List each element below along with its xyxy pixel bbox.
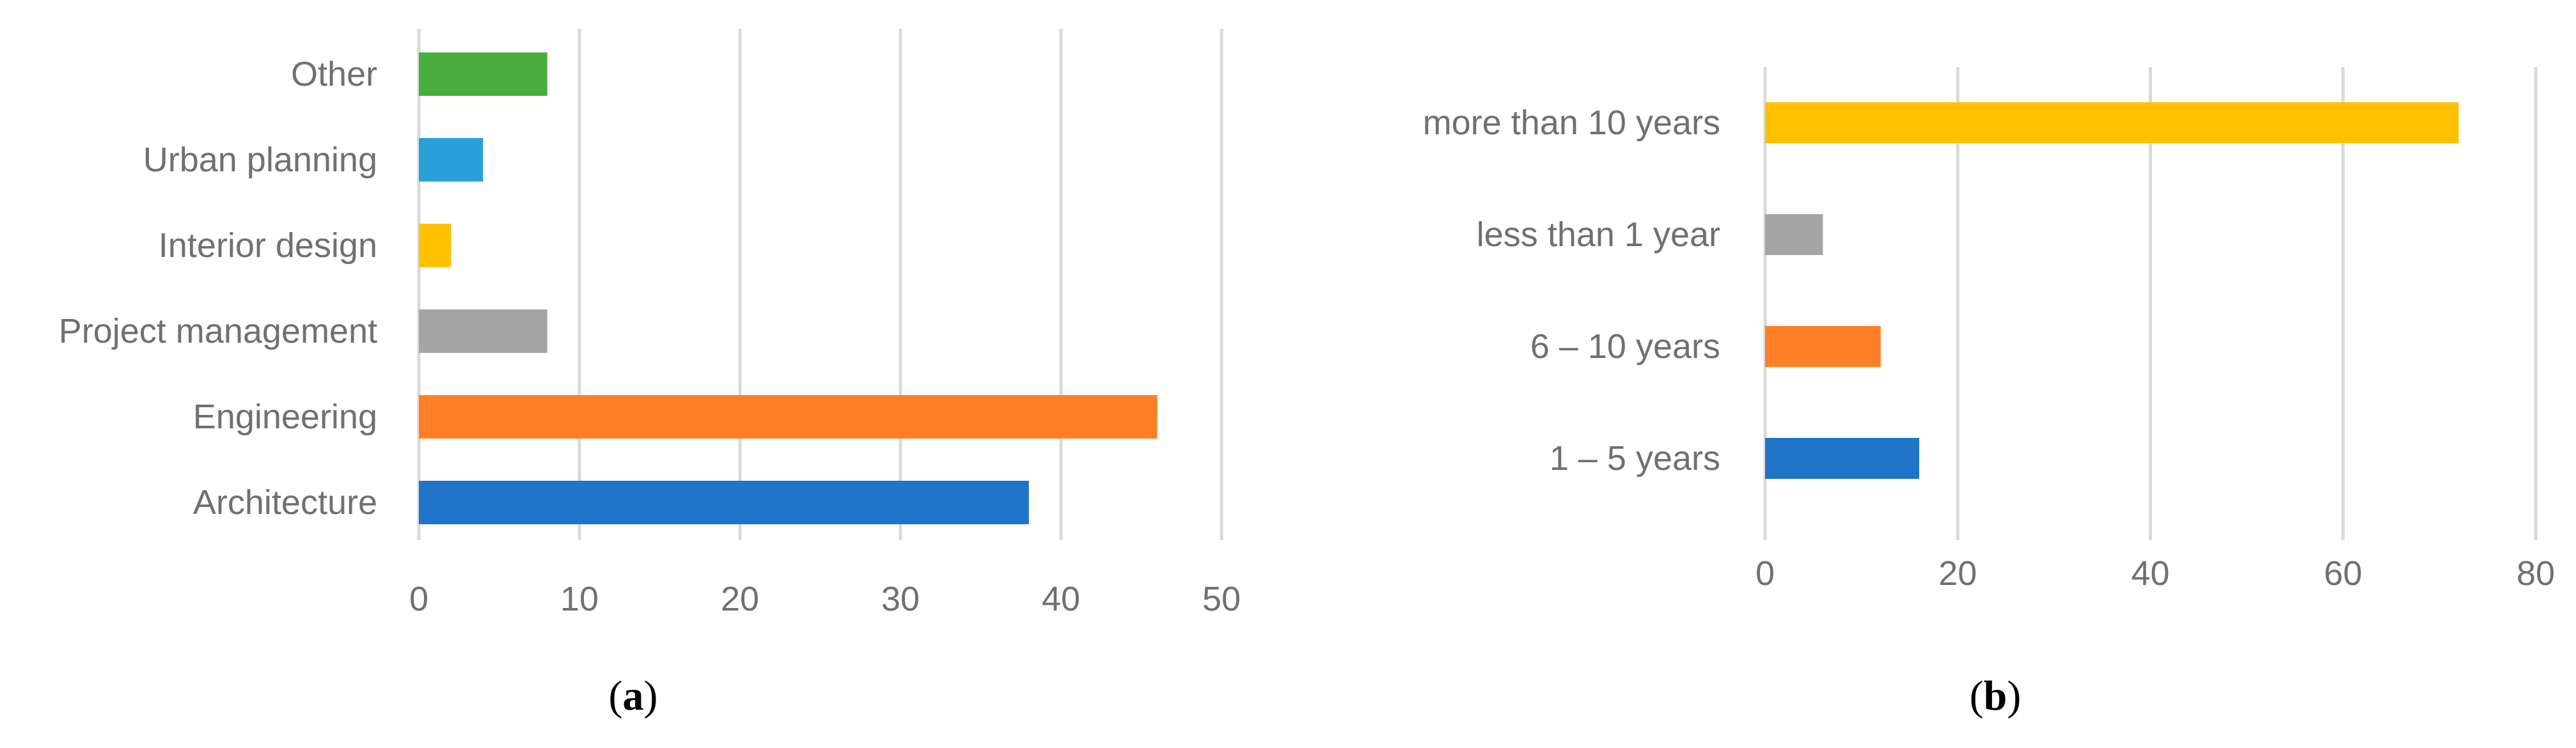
category-label: Architecture bbox=[193, 483, 377, 522]
category-label: Interior design bbox=[159, 226, 377, 265]
panel-label-open: ( bbox=[609, 673, 623, 719]
panel-label-close: ) bbox=[2007, 673, 2021, 719]
panel-label-letter: a bbox=[623, 673, 644, 719]
panel-label: (b) bbox=[1970, 673, 2022, 719]
panel-label-close: ) bbox=[644, 673, 658, 719]
bar bbox=[419, 224, 452, 267]
bar bbox=[1765, 326, 1881, 367]
x-tick-label: 20 bbox=[721, 580, 759, 618]
category-label: Urban planning bbox=[143, 141, 377, 179]
panel-label-letter: b bbox=[1984, 673, 2007, 719]
x-tick-label: 0 bbox=[409, 580, 428, 618]
panel-label: (a) bbox=[609, 673, 658, 719]
category-label: 6 – 10 years bbox=[1530, 327, 1720, 366]
category-label: 1 – 5 years bbox=[1550, 439, 1720, 478]
bar bbox=[1765, 438, 1919, 479]
x-tick-label: 10 bbox=[560, 580, 599, 618]
panel-label-open: ( bbox=[1970, 673, 1984, 719]
bar bbox=[419, 395, 1158, 439]
bar bbox=[419, 52, 547, 96]
category-label: less than 1 year bbox=[1477, 215, 1720, 254]
bar bbox=[419, 481, 1029, 524]
x-tick-label: 40 bbox=[2131, 554, 2169, 593]
x-tick-label: 60 bbox=[2324, 554, 2362, 593]
bar bbox=[419, 309, 547, 353]
chart-panel-a: 0 10 20 30 40 50 Other Urban planning Interior d… bbox=[59, 29, 1241, 719]
bar bbox=[1765, 102, 2459, 143]
x-tick-label: 80 bbox=[2517, 554, 2555, 593]
chart-panel-b: 0 20 40 60 80 more than 10 years less than 1 y… bbox=[1423, 67, 2555, 719]
category-label: Engineering bbox=[193, 398, 377, 436]
bar bbox=[1765, 214, 1823, 255]
x-tick-label: 0 bbox=[1755, 554, 1775, 593]
bar bbox=[419, 138, 483, 182]
category-label: more than 10 years bbox=[1423, 104, 1720, 142]
x-tick-label: 30 bbox=[881, 580, 920, 618]
x-tick-label: 50 bbox=[1202, 580, 1241, 618]
category-label: Other bbox=[291, 55, 377, 93]
x-tick-label: 20 bbox=[1938, 554, 1977, 593]
x-tick-label: 40 bbox=[1042, 580, 1080, 618]
category-label: Project management bbox=[59, 312, 377, 350]
